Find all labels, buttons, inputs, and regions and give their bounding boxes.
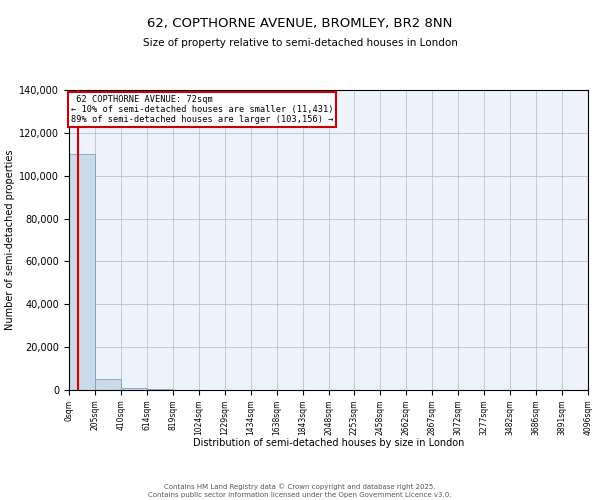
Text: 62, COPTHORNE AVENUE, BROMLEY, BR2 8NN: 62, COPTHORNE AVENUE, BROMLEY, BR2 8NN [148, 18, 452, 30]
Bar [95, 380, 121, 390]
X-axis label: Distribution of semi-detached houses by size in London: Distribution of semi-detached houses by … [193, 438, 464, 448]
Bar [69, 154, 95, 390]
Text: Contains HM Land Registry data © Crown copyright and database right 2025.
Contai: Contains HM Land Registry data © Crown c… [148, 483, 452, 498]
Y-axis label: Number of semi-detached properties: Number of semi-detached properties [5, 150, 15, 330]
Bar [121, 388, 147, 390]
Text: 62 COPTHORNE AVENUE: 72sqm
← 10% of semi-detached houses are smaller (11,431)
89: 62 COPTHORNE AVENUE: 72sqm ← 10% of semi… [71, 94, 334, 124]
Text: Size of property relative to semi-detached houses in London: Size of property relative to semi-detach… [143, 38, 457, 48]
